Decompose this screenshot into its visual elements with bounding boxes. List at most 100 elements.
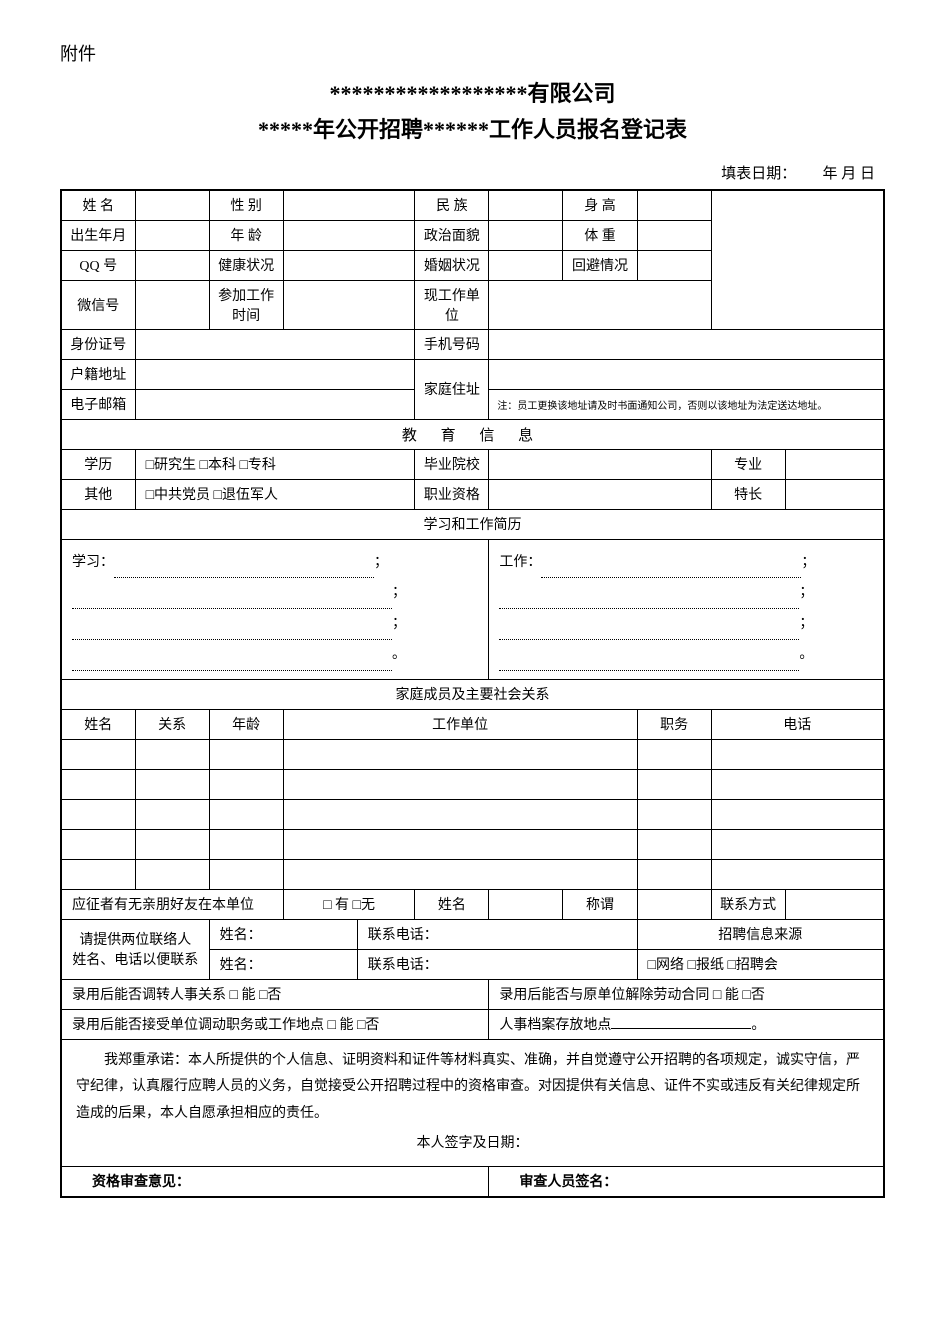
label-homeaddr: 家庭住址 xyxy=(415,359,489,419)
label-current-unit: 现工作单位 xyxy=(415,280,489,329)
label-major: 专业 xyxy=(711,449,785,479)
work-resume[interactable]: 工作：； ； ； 。 xyxy=(489,539,884,679)
friends-title-field[interactable] xyxy=(637,889,711,919)
label-marital: 婚姻状况 xyxy=(415,250,489,280)
label-avoid: 回避情况 xyxy=(563,250,637,280)
label-height: 身 高 xyxy=(563,190,637,220)
label-other: 其他 xyxy=(61,479,135,509)
fill-date-label: 填表日期： xyxy=(721,166,796,182)
photo-box xyxy=(711,190,884,329)
degree-options[interactable]: □研究生 □本科 □专科 xyxy=(135,449,415,479)
study-resume[interactable]: 学习：； ； ； 。 xyxy=(61,539,489,679)
col-fam-age: 年龄 xyxy=(209,709,283,739)
label-political: 政治面貌 xyxy=(415,220,489,250)
education-header: 教 育 信 息 xyxy=(61,419,884,449)
label-ethnic: 民 族 xyxy=(415,190,489,220)
field-school[interactable] xyxy=(489,449,711,479)
field-workstart[interactable] xyxy=(283,280,415,329)
col-fam-name: 姓名 xyxy=(61,709,135,739)
label-health: 健康状况 xyxy=(209,250,283,280)
field-height[interactable] xyxy=(637,190,711,220)
field-wechat[interactable] xyxy=(135,280,209,329)
referee2-phone[interactable]: 联系电话： xyxy=(357,949,637,979)
fill-date-value: 年 月 日 xyxy=(822,166,875,182)
friends-options[interactable]: □ 有 □无 xyxy=(283,889,415,919)
col-fam-unit: 工作单位 xyxy=(283,709,637,739)
col-fam-phone: 电话 xyxy=(711,709,884,739)
field-qualification[interactable] xyxy=(489,479,711,509)
label-workstart: 参加工作时间 xyxy=(209,280,283,329)
label-qq: QQ 号 xyxy=(61,250,135,280)
field-age[interactable] xyxy=(283,220,415,250)
friends-name-field[interactable] xyxy=(489,889,563,919)
label-age: 年 龄 xyxy=(209,220,283,250)
field-name[interactable] xyxy=(135,190,209,220)
work-label: 工作： xyxy=(499,555,541,570)
family-row[interactable] xyxy=(61,829,884,859)
label-weight: 体 重 xyxy=(563,220,637,250)
source-options[interactable]: □网络 □报纸 □招聘会 xyxy=(637,949,884,979)
posthire-q3[interactable]: 录用后能否接受单位调动职务或工作地点 □ 能 □否 xyxy=(61,1009,489,1039)
label-sex: 性 别 xyxy=(209,190,283,220)
referee-intro: 请提供两位联络人 姓名、电话以便联系 xyxy=(61,919,209,979)
label-qualification: 职业资格 xyxy=(415,479,489,509)
label-wechat: 微信号 xyxy=(61,280,135,329)
field-sex[interactable] xyxy=(283,190,415,220)
attachment-label: 附件 xyxy=(60,40,885,66)
field-homeaddr[interactable] xyxy=(489,359,884,389)
registration-table: 姓 名 性 别 民 族 身 高 出生年月 年 龄 政治面貌 体 重 QQ 号 健… xyxy=(60,189,885,1198)
friends-question: 应征者有无亲朋好友在本单位 xyxy=(61,889,283,919)
field-current-unit[interactable] xyxy=(489,280,711,329)
label-idno: 身份证号 xyxy=(61,329,135,359)
field-avoid[interactable] xyxy=(637,250,711,280)
company-title: ******************有限公司 xyxy=(60,76,885,108)
field-hukou[interactable] xyxy=(135,359,415,389)
field-qq[interactable] xyxy=(135,250,209,280)
referee2-name[interactable]: 姓名： xyxy=(209,949,357,979)
label-dob: 出生年月 xyxy=(61,220,135,250)
field-dob[interactable] xyxy=(135,220,209,250)
pledge-signature-label: 本人签字及日期： xyxy=(76,1131,869,1158)
review-opinion-label: 资格审查意见： xyxy=(61,1167,489,1197)
field-weight[interactable] xyxy=(637,220,711,250)
field-political[interactable] xyxy=(489,220,563,250)
family-row[interactable] xyxy=(61,769,884,799)
friends-title-label: 称谓 xyxy=(563,889,637,919)
address-note: 注：员工更换该地址请及时书面通知公司，否则以该地址为法定送达地址。 xyxy=(489,389,884,419)
referee1-name[interactable]: 姓名： xyxy=(209,919,357,949)
label-name: 姓 名 xyxy=(61,190,135,220)
archive-location[interactable]: 人事档案存放地点。 xyxy=(489,1009,884,1039)
label-school: 毕业院校 xyxy=(415,449,489,479)
field-ethnic[interactable] xyxy=(489,190,563,220)
form-title: *****年公开招聘******工作人员报名登记表 xyxy=(60,112,885,144)
label-email: 电子邮箱 xyxy=(61,389,135,419)
field-specialty[interactable] xyxy=(785,479,884,509)
field-major[interactable] xyxy=(785,449,884,479)
posthire-q1[interactable]: 录用后能否调转人事关系 □ 能 □否 xyxy=(61,979,489,1009)
label-degree: 学历 xyxy=(61,449,135,479)
family-header: 家庭成员及主要社会关系 xyxy=(61,679,884,709)
source-header: 招聘信息来源 xyxy=(637,919,884,949)
referee1-phone[interactable]: 联系电话： xyxy=(357,919,637,949)
field-email[interactable] xyxy=(135,389,415,419)
family-row[interactable] xyxy=(61,739,884,769)
fill-date-line: 填表日期： 年 月 日 xyxy=(60,162,885,183)
col-fam-relation: 关系 xyxy=(135,709,209,739)
field-health[interactable] xyxy=(283,250,415,280)
other-options[interactable]: □中共党员 □退伍军人 xyxy=(135,479,415,509)
pledge-text: 我郑重承诺：本人所提供的个人信息、证明资料和证件等材料真实、准确，并自觉遵守公开… xyxy=(61,1039,884,1166)
field-marital[interactable] xyxy=(489,250,563,280)
label-specialty: 特长 xyxy=(711,479,785,509)
field-phone[interactable] xyxy=(489,329,884,359)
posthire-q2[interactable]: 录用后能否与原单位解除劳动合同 □ 能 □否 xyxy=(489,979,884,1009)
field-idno[interactable] xyxy=(135,329,415,359)
friends-contact-field[interactable] xyxy=(785,889,884,919)
friends-contact-label: 联系方式 xyxy=(711,889,785,919)
family-row[interactable] xyxy=(61,859,884,889)
label-phone: 手机号码 xyxy=(415,329,489,359)
family-row[interactable] xyxy=(61,799,884,829)
reviewer-signature-label: 审查人员签名： xyxy=(489,1167,884,1197)
col-fam-position: 职务 xyxy=(637,709,711,739)
friends-name-label: 姓名 xyxy=(415,889,489,919)
label-hukou: 户籍地址 xyxy=(61,359,135,389)
